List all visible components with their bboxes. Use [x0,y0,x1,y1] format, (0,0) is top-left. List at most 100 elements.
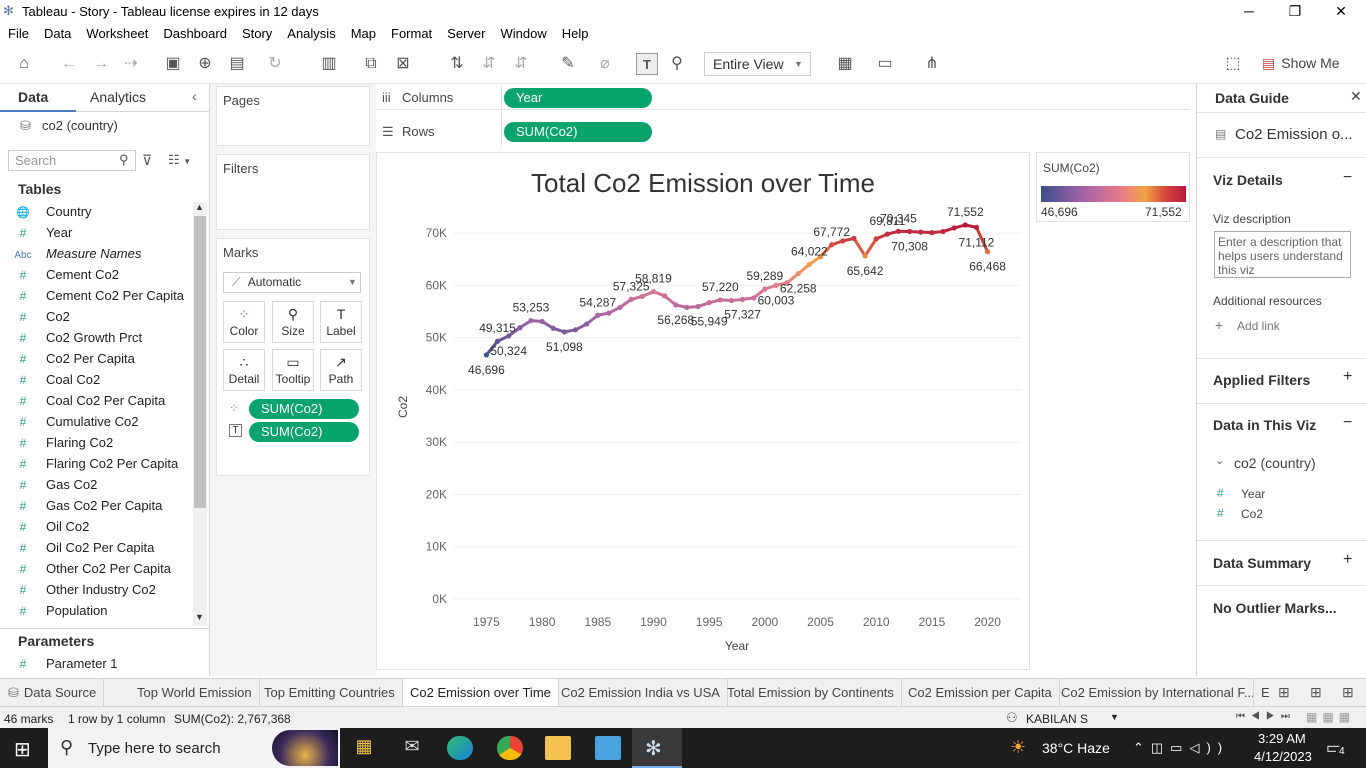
filters-shelf[interactable]: Filters [216,154,370,230]
tab-top-world-emission[interactable]: Top World Emission [130,679,260,707]
tab-co2-india-vs-usa[interactable]: Co2 Emission India vs USA [554,679,728,707]
swap-icon[interactable]: ⇅ [450,55,464,72]
windows-start-icon[interactable]: ⊞ [14,739,31,761]
field-flaring-co2-per-capita[interactable]: # Flaring Co2 Per Capita [0,453,190,474]
replay-icon[interactable]: ⇢ [124,55,138,72]
taskbar-search[interactable]: ⚲ Type here to search [48,728,340,768]
label-pill[interactable]: SUM(Co2) [249,422,359,442]
search-input[interactable]: Search ⚲ [8,150,136,171]
color-button[interactable]: ⁘ Color [223,301,265,343]
field-other-co2-per-capita[interactable]: # Other Co2 Per Capita [0,558,190,579]
format-painter-icon[interactable]: ⬚ [1225,55,1241,72]
menu-data[interactable]: Data [43,26,72,41]
menu-help[interactable]: Help [561,26,589,41]
menu-server[interactable]: Server [447,26,486,41]
color-legend[interactable]: SUM(Co2) 46,696 71,552 [1036,152,1190,222]
menu-analysis[interactable]: Analysis [287,26,336,41]
field-cumulative-co2[interactable]: # Cumulative Co2 [0,411,190,432]
sum-co2-pill[interactable]: SUM(Co2) [504,122,652,142]
menu-window[interactable]: Window [500,26,547,41]
field-coal-co2[interactable]: # Coal Co2 [0,369,190,390]
edge-icon[interactable] [447,736,473,760]
tab-co2-international[interactable]: Co2 Emission by International F... [1054,679,1254,707]
columns-shelf[interactable]: iii Columns Year [376,86,1190,110]
field-gas-co2[interactable]: # Gas Co2 [0,474,190,495]
tooltip-button[interactable]: ▭ Tooltip [272,349,314,391]
expand-icon[interactable]: + [1343,368,1353,385]
show-me-button[interactable]: ▤ Show Me [1262,55,1340,72]
tableau-taskbar-button[interactable] [632,728,682,768]
collapse-icon[interactable]: − [1343,414,1353,431]
field-country[interactable]: 🌐 Country [0,201,190,222]
clear-sheet-icon[interactable]: ⊠ [396,55,410,72]
collapse-icon[interactable]: − [1343,169,1353,186]
field-cement-co2-per-capita[interactable]: # Cement Co2 Per Capita [0,285,190,306]
data-in-viz-heading[interactable]: Data in This Viz [1213,417,1317,433]
scroll-thumb[interactable] [194,216,206,508]
add-link-button[interactable]: Add link [1237,319,1280,333]
viz-details-heading[interactable]: Viz Details [1213,172,1283,188]
viz-area[interactable]: Total Co2 Emission over Time 0K 10K 20K 30K 4… [376,152,1030,670]
app-icon[interactable] [595,736,621,760]
tab-more[interactable]: E [1261,685,1270,700]
rows-shelf[interactable]: ☰ Rows SUM(Co2) [376,120,1190,144]
new-worksheet-icon[interactable]: ⊞ [1278,684,1290,700]
tab-data[interactable]: Data [18,89,49,105]
scrollbar[interactable]: ▲ ▼ [193,202,207,626]
new-story-icon[interactable]: ⊞ [1342,684,1354,700]
save-icon[interactable]: ▣ [165,55,181,72]
field-year[interactable]: # Year [0,222,190,243]
line-chart[interactable]: Total Co2 Emission over Time 0K 10K 20K 30K 4… [377,153,1029,669]
field-other-industry-co2[interactable]: # Other Industry Co2 [0,579,190,600]
home-icon[interactable]: ⌂ [19,55,29,72]
weather-text[interactable]: 38°C Haze [1042,740,1110,756]
field-oil-co2-per-capita[interactable]: # Oil Co2 Per Capita [0,537,190,558]
duplicate-sheet-icon[interactable]: ⧉ [365,55,377,72]
menu-story[interactable]: Story [241,26,273,41]
view-mode-icons[interactable]: ▦▦▦ [1306,710,1356,724]
year-pill[interactable]: Year [504,88,652,108]
menu-file[interactable]: File [8,26,29,41]
sheet-navigation-icons[interactable]: ⏮◀▶⏭ [1236,711,1296,722]
fit-dropdown[interactable]: Entire View ▼ [704,52,811,76]
mark-type-dropdown[interactable]: ⟋ Automatic ▼ [223,272,361,293]
tab-total-emission-continents[interactable]: Total Emission by Continents [720,679,902,707]
field-cement-co2[interactable]: # Cement Co2 [0,264,190,285]
close-window-button[interactable]: ✕ [1335,3,1347,19]
user-name[interactable]: KABILAN S [1026,712,1089,726]
pages-shelf[interactable]: Pages [216,86,370,146]
system-tray-icons[interactable]: ⌃◫▭◁)) [1133,740,1230,755]
new-worksheet-icon[interactable]: ▥ [321,55,337,72]
menu-dashboard[interactable]: Dashboard [163,26,227,41]
highlight-icon[interactable]: ✎ [561,55,575,72]
new-dashboard-icon[interactable]: ⊞ [1310,684,1322,700]
tab-co2-per-capita[interactable]: Co2 Emission per Capita [901,679,1060,707]
tab-top-emitting-countries[interactable]: Top Emitting Countries [257,679,403,707]
parameter-item[interactable]: # Parameter 1 [0,653,190,674]
field-measure-names[interactable]: Abc Measure Names [0,243,190,264]
path-button[interactable]: ↗ Path [320,349,362,391]
clock-date[interactable]: 4/12/2023 [1254,749,1312,764]
field-co2-per-capita[interactable]: # Co2 Per Capita [0,348,190,369]
clock-time[interactable]: 3:29 AM [1258,731,1306,746]
show-labels-icon[interactable]: T [636,53,658,75]
chrome-icon[interactable] [497,736,523,760]
label-button[interactable]: T Label [320,301,362,343]
file-explorer-icon[interactable] [545,736,571,760]
tab-co2-emission-over-time[interactable]: Co2 Emission over Time [403,679,559,707]
presentation-icon[interactable]: ▭ [877,55,893,72]
pause-updates-icon[interactable]: ▤ [229,55,245,72]
menu-map[interactable]: Map [350,26,376,41]
mail-icon[interactable]: ✉ [404,736,420,756]
group-icon[interactable]: ⌀ [600,55,610,72]
undo-icon[interactable]: ← [61,55,77,72]
view-options-icon[interactable]: ☷ ▼ [168,152,192,167]
menu-format[interactable]: Format [391,26,433,41]
minimize-button[interactable]: ─ [1244,3,1254,19]
tab-data-source[interactable]: ⛁ Data Source [0,679,105,707]
viz-description-input[interactable]: Enter a description that helps users und… [1214,231,1351,278]
new-datasource-icon[interactable]: ⊕ [198,55,212,72]
detail-button[interactable]: ∴ Detail [223,349,265,391]
size-button[interactable]: ⚲ Size [272,301,314,343]
field-coal-co2-per-capita[interactable]: # Coal Co2 Per Capita [0,390,190,411]
